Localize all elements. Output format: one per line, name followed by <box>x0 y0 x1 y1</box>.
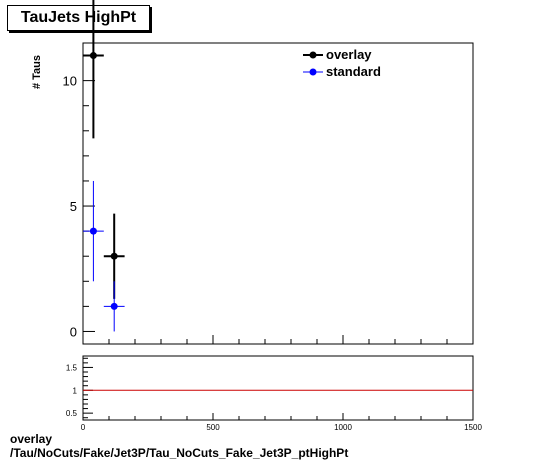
standard-series-point <box>89 227 97 235</box>
legend-overlay-label: overlay <box>326 47 372 62</box>
main-series <box>83 0 125 332</box>
title-box: TauJets HighPt <box>7 5 150 31</box>
main-y-tick-label: 10 <box>63 74 77 89</box>
ratio-y-tick-label: 1 <box>73 386 78 395</box>
ratio-x-tick-label: 1000 <box>334 423 352 432</box>
standard-series <box>83 180 125 332</box>
ratio-x-tick-label: 500 <box>206 423 220 432</box>
main-plot-frame <box>82 42 474 345</box>
main-plot-border <box>82 42 474 345</box>
legend-standard-marker <box>309 68 317 76</box>
footer-line-1: overlay <box>10 432 53 446</box>
overlay-series-point <box>110 252 118 260</box>
main-x-ticks <box>82 335 474 344</box>
legend-overlay-marker <box>309 51 317 59</box>
overlay-series-point <box>89 52 97 60</box>
ratio-y-tick-label: 0.5 <box>66 409 78 418</box>
ratio-y-tick-label: 1.5 <box>66 363 78 372</box>
standard-series-point <box>110 302 118 310</box>
ratio-plot-border <box>82 355 474 421</box>
ratio-ticks: 0.5 1 1.5 0 500 1000 1500 <box>66 357 482 432</box>
footer-line-2: /Tau/NoCuts/Fake/Jet3P/Tau_NoCuts_Fake_J… <box>10 446 349 460</box>
legend-standard-label: standard <box>326 64 381 79</box>
ratio-x-tick-label: 0 <box>81 423 86 432</box>
chart-title: TauJets HighPt <box>20 9 137 26</box>
legend: overlay standard <box>303 47 381 79</box>
main-y-tick-label: 0 <box>70 324 77 339</box>
main-y-tick-label: 5 <box>70 199 77 214</box>
footer-path: overlay /Tau/NoCuts/Fake/Jet3P/Tau_NoCut… <box>10 432 348 460</box>
ratio-plot-frame <box>82 355 474 421</box>
ratio-x-tick-label: 1500 <box>464 423 482 432</box>
main-y-ticks: 0 5 10 <box>63 55 95 339</box>
overlay-series <box>83 0 125 299</box>
